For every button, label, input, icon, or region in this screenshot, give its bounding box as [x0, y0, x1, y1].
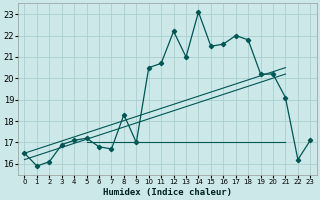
X-axis label: Humidex (Indice chaleur): Humidex (Indice chaleur) [103, 188, 232, 197]
